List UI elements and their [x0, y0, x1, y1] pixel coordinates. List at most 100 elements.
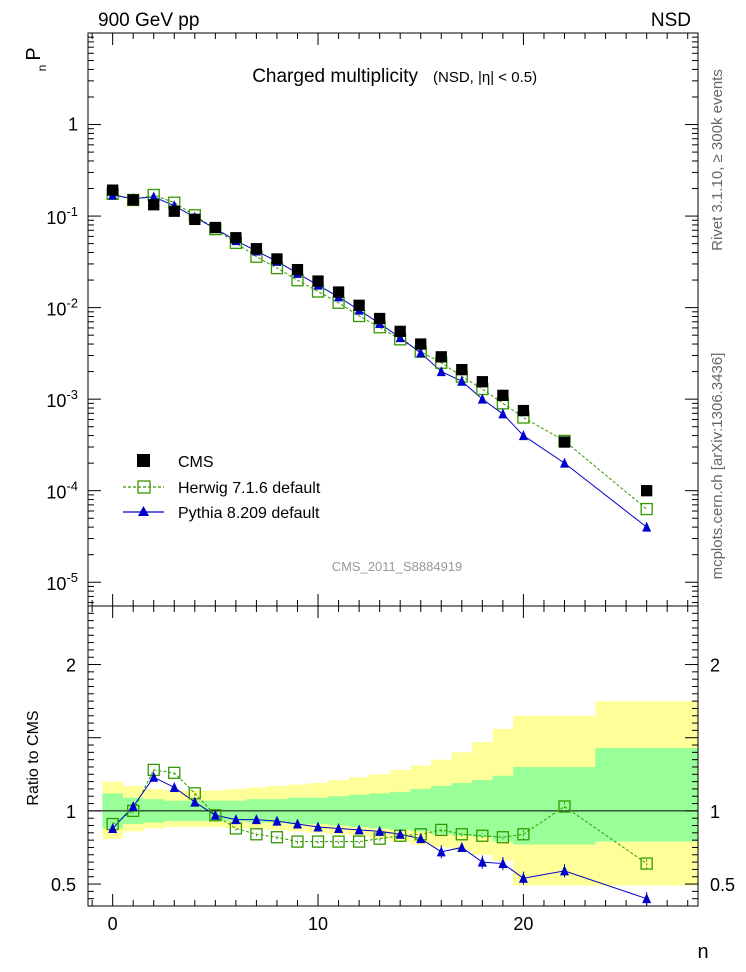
herwig-ratio-point — [496, 831, 510, 844]
pythia-ratio-point — [354, 824, 364, 835]
pythia-ratio-point — [477, 856, 487, 867]
pythia-ratio-point — [436, 846, 446, 857]
herwig-ratio-point — [168, 766, 181, 779]
top-panel-series — [106, 184, 653, 532]
cms-point — [415, 338, 427, 350]
cms-point — [271, 253, 283, 265]
cms-point — [332, 286, 345, 298]
legend-marker-herwig — [137, 480, 151, 494]
pythia-ratio-point — [518, 872, 528, 883]
cms-point — [106, 184, 119, 196]
y-tick-label: 10-2 — [46, 296, 78, 320]
legend-label-cms: CMS — [178, 454, 214, 471]
band-inner-bin — [492, 775, 514, 842]
herwig-ratio-point — [640, 857, 653, 870]
pythia-ratio-point — [169, 781, 179, 792]
ratio-y-tick-label-right: 2 — [710, 656, 720, 676]
bottom-panel-border — [87, 605, 699, 907]
pythia-ratio-point — [251, 814, 261, 825]
pythia-ratio-point — [210, 809, 220, 820]
cms-point — [189, 213, 201, 226]
pythia-point — [149, 191, 159, 202]
herwig-ratio-point — [291, 835, 304, 848]
band-inner-bin — [472, 780, 493, 838]
cms-point — [148, 199, 160, 211]
pythia-ratio-point — [498, 858, 508, 869]
pythia-ratio-point — [231, 814, 241, 825]
cms-point — [353, 299, 365, 311]
herwig-line — [112, 193, 647, 510]
pythia-ratio-point — [642, 893, 652, 904]
header-left: 900 GeV pp — [98, 10, 199, 31]
pythia-point — [395, 332, 405, 343]
band-inner-bin — [595, 747, 698, 842]
cms-point — [127, 194, 139, 206]
analysis-watermark: CMS_2011_S8884919 — [332, 559, 463, 574]
x-tick-label: 20 — [513, 914, 533, 934]
pythia-ratio-point — [149, 771, 159, 782]
ratio-y-tick-label-right: 1 — [710, 802, 720, 822]
pythia-ratio-point — [416, 833, 426, 844]
chart-title: Charged multiplicity — [252, 66, 418, 87]
pythia-point — [642, 521, 652, 532]
herwig-ratio-line — [112, 769, 647, 864]
legend-label-herwig: Herwig 7.1.6 default — [178, 480, 321, 497]
cms-point — [641, 485, 653, 497]
herwig-ratio-point — [352, 835, 366, 848]
cms-point — [168, 205, 180, 217]
herwig-ratio-point — [332, 835, 345, 848]
y-axis-label-top: P — [23, 47, 45, 60]
bottom-panel-frame: 0 10 20 0.5 0.5 1 1 2 2 — [51, 605, 735, 934]
header-right: NSD — [651, 10, 691, 31]
herwig-ratio-point — [476, 829, 489, 842]
cms-point — [373, 312, 386, 325]
pythia-ratio-point — [457, 841, 467, 852]
y-tick-label: 10-5 — [46, 570, 78, 594]
cms-point — [558, 436, 571, 448]
pythia-point — [498, 408, 508, 419]
cms-point — [497, 389, 509, 402]
x-axis-label: n — [697, 941, 708, 963]
band-inner-bin — [410, 788, 431, 832]
pythia-ratio-point — [313, 821, 323, 832]
y-axis-label-top-subscript: n — [35, 65, 49, 72]
herwig-ratio-point — [250, 828, 263, 841]
cms-point — [209, 221, 221, 234]
band-inner-bin — [430, 786, 452, 835]
cms-point — [291, 263, 304, 276]
ratio-y-tick-label-left: 0.5 — [51, 875, 76, 895]
pythia-ratio-point — [292, 818, 302, 829]
chart-subtitle: (NSD, |η| < 0.5) — [433, 69, 537, 86]
ratio-y-tick-label-left: 2 — [66, 656, 76, 676]
cms-point — [394, 325, 406, 338]
pythia-point — [436, 366, 446, 377]
pythia-point — [559, 457, 569, 468]
y-tick-label: 10-3 — [46, 387, 78, 411]
band-inner-bin — [451, 783, 473, 836]
cms-point — [456, 364, 468, 376]
herwig-ratio-point — [311, 835, 325, 848]
x-tick-label: 10 — [308, 914, 328, 934]
y-axis-label-bottom: Ratio to CMS — [25, 710, 42, 805]
pythia-ratio-point — [128, 800, 138, 811]
y-tick-label: 1 — [68, 115, 78, 135]
cms-point — [476, 376, 488, 388]
legend-label-pythia: Pythia 8.209 default — [178, 505, 320, 522]
bottom-panel-series — [106, 763, 653, 906]
pythia-point — [477, 393, 487, 404]
ratio-y-tick-label-left: 1 — [66, 802, 76, 822]
pythia-ratio-point — [395, 828, 405, 839]
herwig-ratio-point — [435, 823, 448, 837]
legend: CMS Herwig 7.1.6 default Pythia 8.209 de… — [123, 454, 321, 522]
band-inner-bin — [513, 766, 596, 845]
herwig-ratio-point — [558, 800, 571, 813]
side-text-mcplots: mcplots.cern.ch [arXiv:1306.3436] — [709, 353, 726, 580]
herwig-ratio-point — [455, 828, 468, 841]
herwig-ratio-point — [517, 828, 530, 841]
pythia-point — [416, 347, 426, 358]
cms-point — [517, 404, 530, 417]
side-text-rivet: Rivet 3.1.10, ≥ 300k events — [709, 69, 726, 251]
legend-marker-pythia — [138, 506, 149, 516]
cms-point — [250, 243, 263, 255]
ratio-y-tick-label-right: 0.5 — [710, 875, 735, 895]
